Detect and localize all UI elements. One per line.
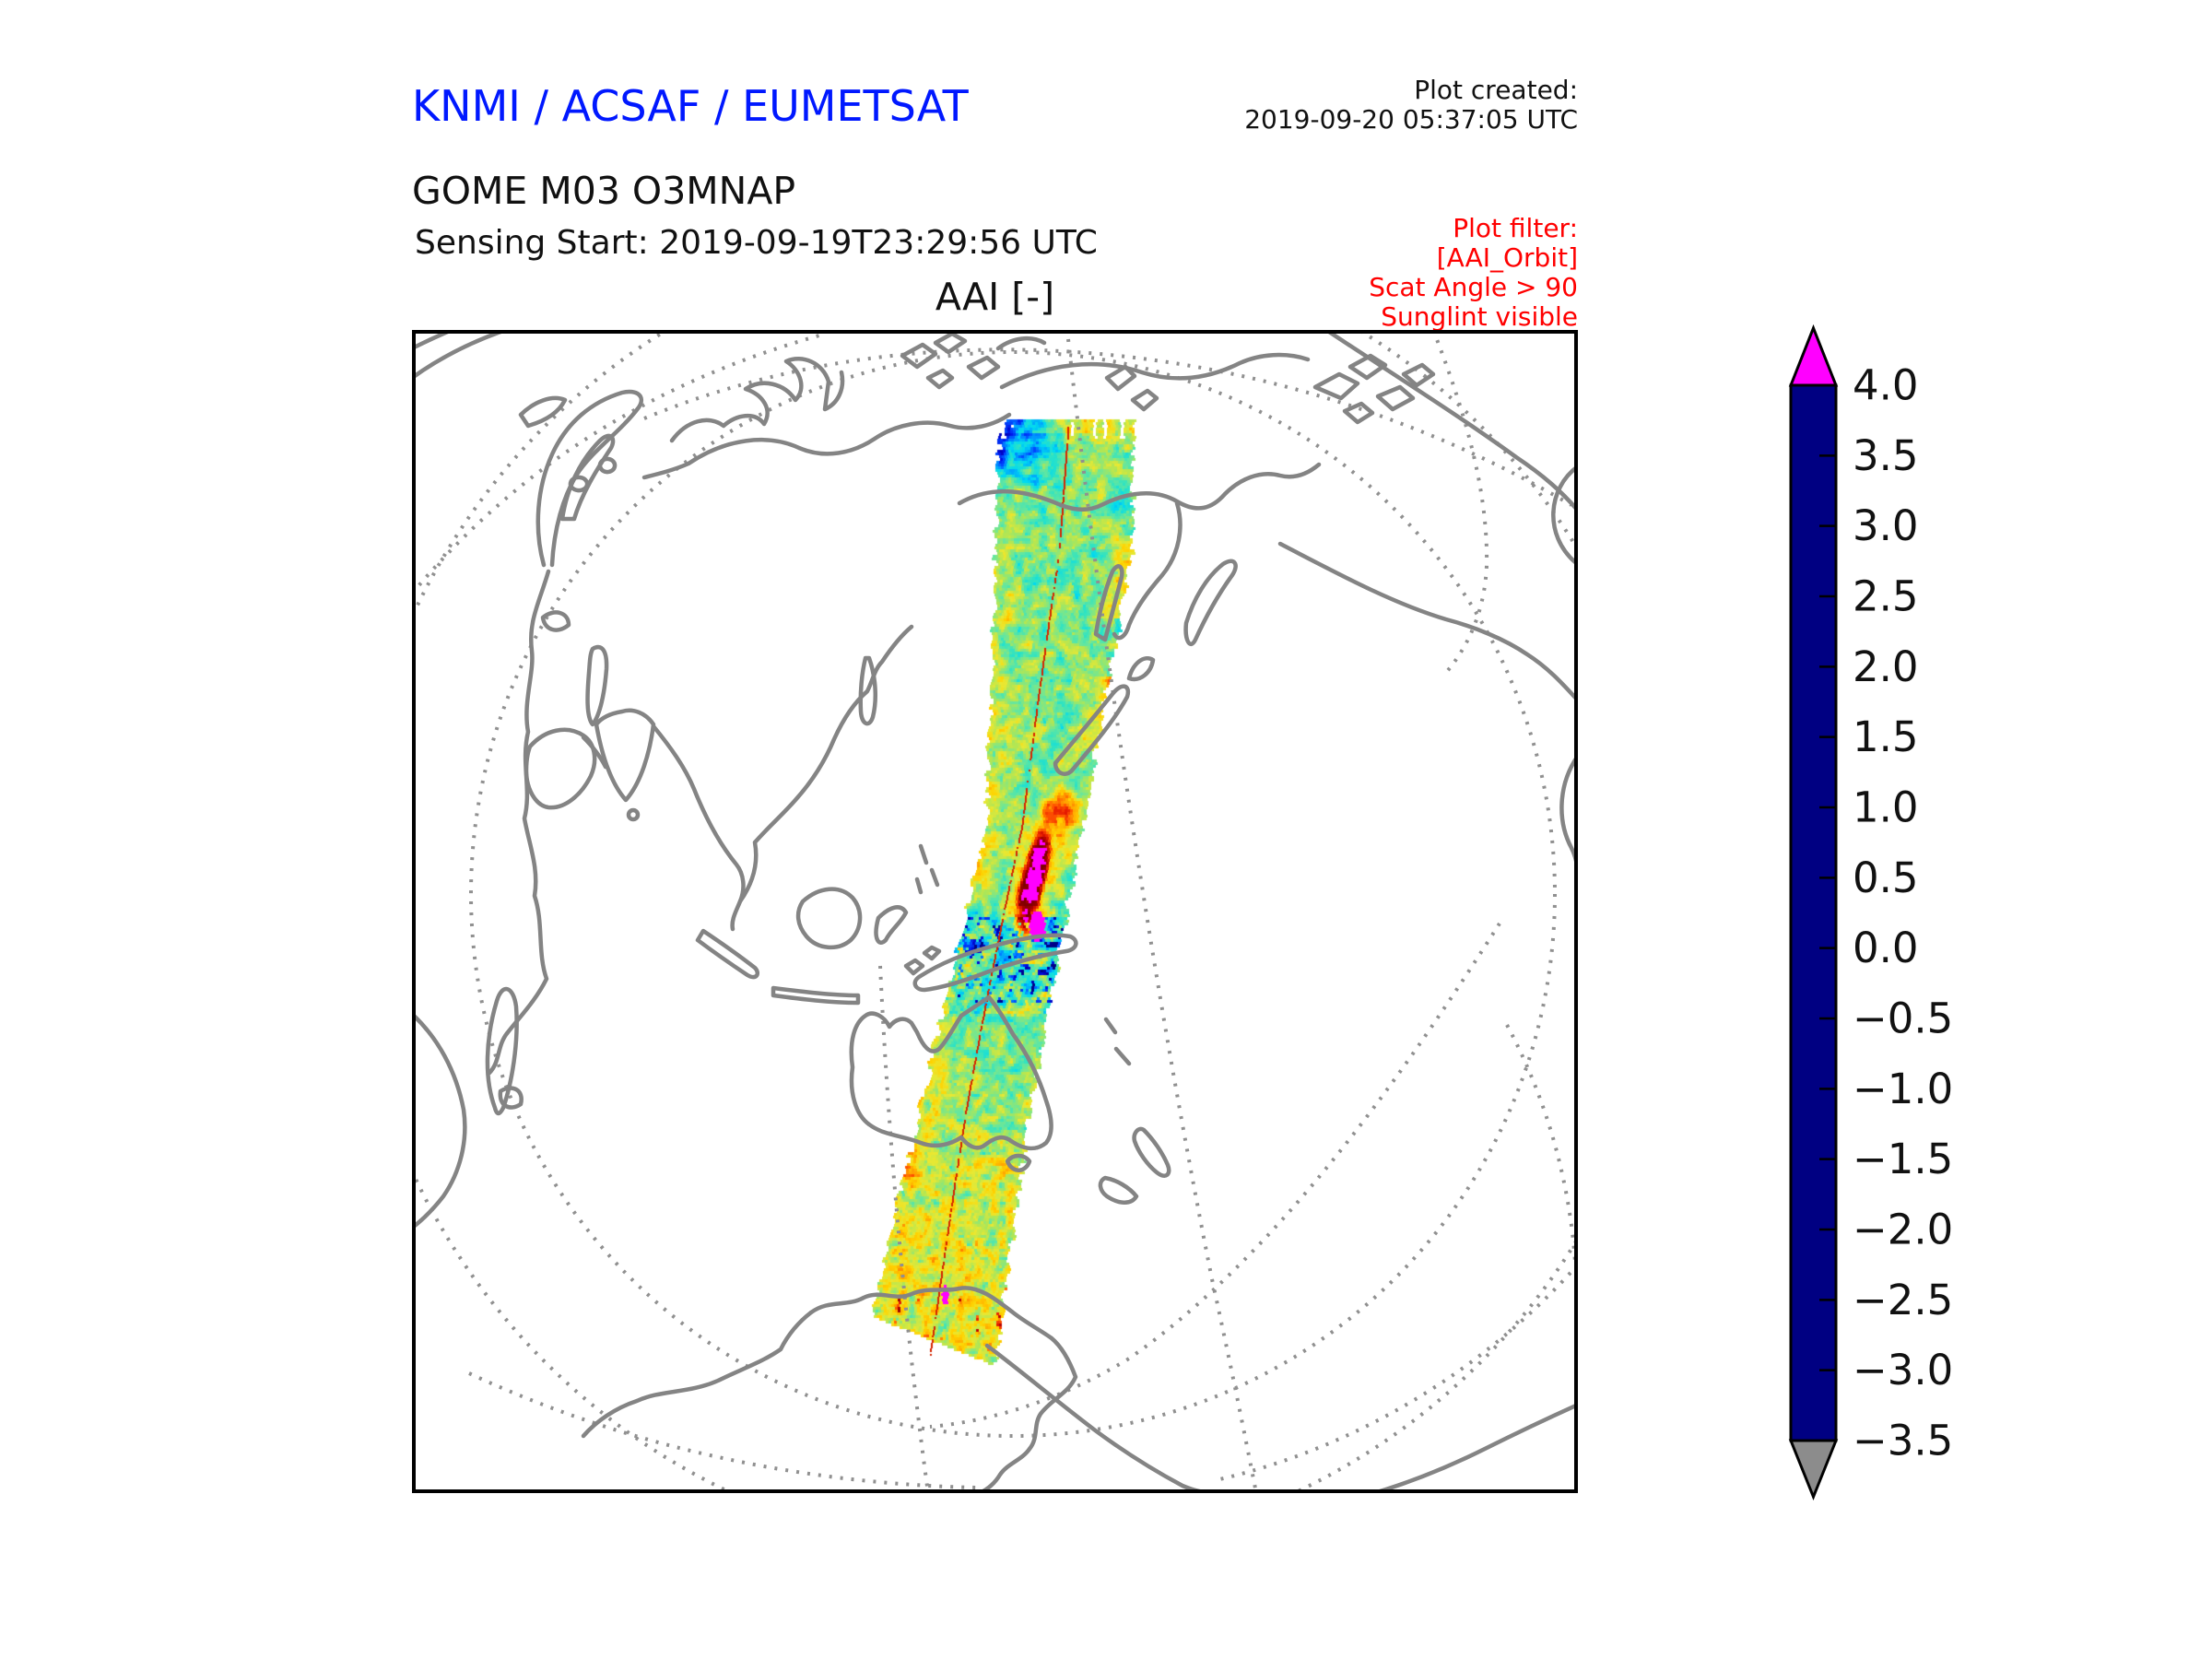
colorbar-tick-label: 0.5 [1853, 853, 1919, 902]
colorbar-tick-label: −0.5 [1853, 994, 1953, 1043]
colorbar-tick-label: 0.0 [1853, 924, 1919, 972]
plot-created-block: Plot created: 2019-09-20 05:37:05 UTC [1244, 76, 1578, 135]
plot-filter-line: Scat Angle > 90 [1369, 272, 1578, 302]
plot-created-time: 2019-09-20 05:37:05 UTC [1244, 104, 1578, 135]
colorbar-gradient [1789, 383, 1838, 1442]
colorbar-tick-label: −3.0 [1853, 1346, 1953, 1394]
colorbar-over-arrow [1788, 324, 1839, 387]
plot-filter-line: Plot filter: [1453, 213, 1578, 243]
colorbar-tick-label: 1.5 [1853, 712, 1919, 761]
colorbar-tick-label: −3.5 [1853, 1417, 1953, 1465]
plot-filter-block: Plot filter: [AAI_Orbit] Scat Angle > 90… [1369, 214, 1578, 332]
colorbar-tick-label: −2.5 [1853, 1276, 1953, 1324]
colorbar-tick-label: 2.0 [1853, 642, 1919, 691]
sensing-start-line: Sensing Start: 2019-09-19T23:29:56 UTC [415, 224, 1098, 262]
colorbar-tick-label: 3.0 [1853, 501, 1919, 550]
colorbar-tick-label: 4.0 [1853, 361, 1919, 410]
colorbar-tick-label: 2.5 [1853, 572, 1919, 621]
plot-created-label: Plot created: [1414, 75, 1578, 105]
colorbar-tick-label: 3.5 [1853, 431, 1919, 480]
map-frame [412, 330, 1578, 1493]
coastlines [412, 330, 1578, 1493]
organization-title: KNMI / ACSAF / EUMETSAT [412, 81, 969, 131]
colorbar-under-arrow [1788, 1439, 1839, 1501]
map-title: AAI [-] [935, 275, 1055, 319]
colorbar-tick-label: −1.5 [1853, 1135, 1953, 1183]
colorbar: 4.0 3.5 3.0 2.5 2.0 1.5 1.0 0.5 0.0 −0.5 −1.0 −1.5 −… [1788, 324, 1953, 1501]
plot-filter-line: Sunglint visible [1381, 301, 1578, 332]
colorbar-tick-label: −1.0 [1853, 1065, 1953, 1113]
plot-filter-line: [AAI_Orbit] [1436, 242, 1578, 273]
map-plot-area [412, 330, 1578, 1493]
graticule [412, 330, 1578, 1493]
map-overlay [412, 330, 1578, 1493]
product-title: GOME M03 O3MNAP [412, 169, 796, 213]
colorbar-tick-label: 1.0 [1853, 783, 1919, 832]
colorbar-tick-label: −2.0 [1853, 1206, 1953, 1254]
